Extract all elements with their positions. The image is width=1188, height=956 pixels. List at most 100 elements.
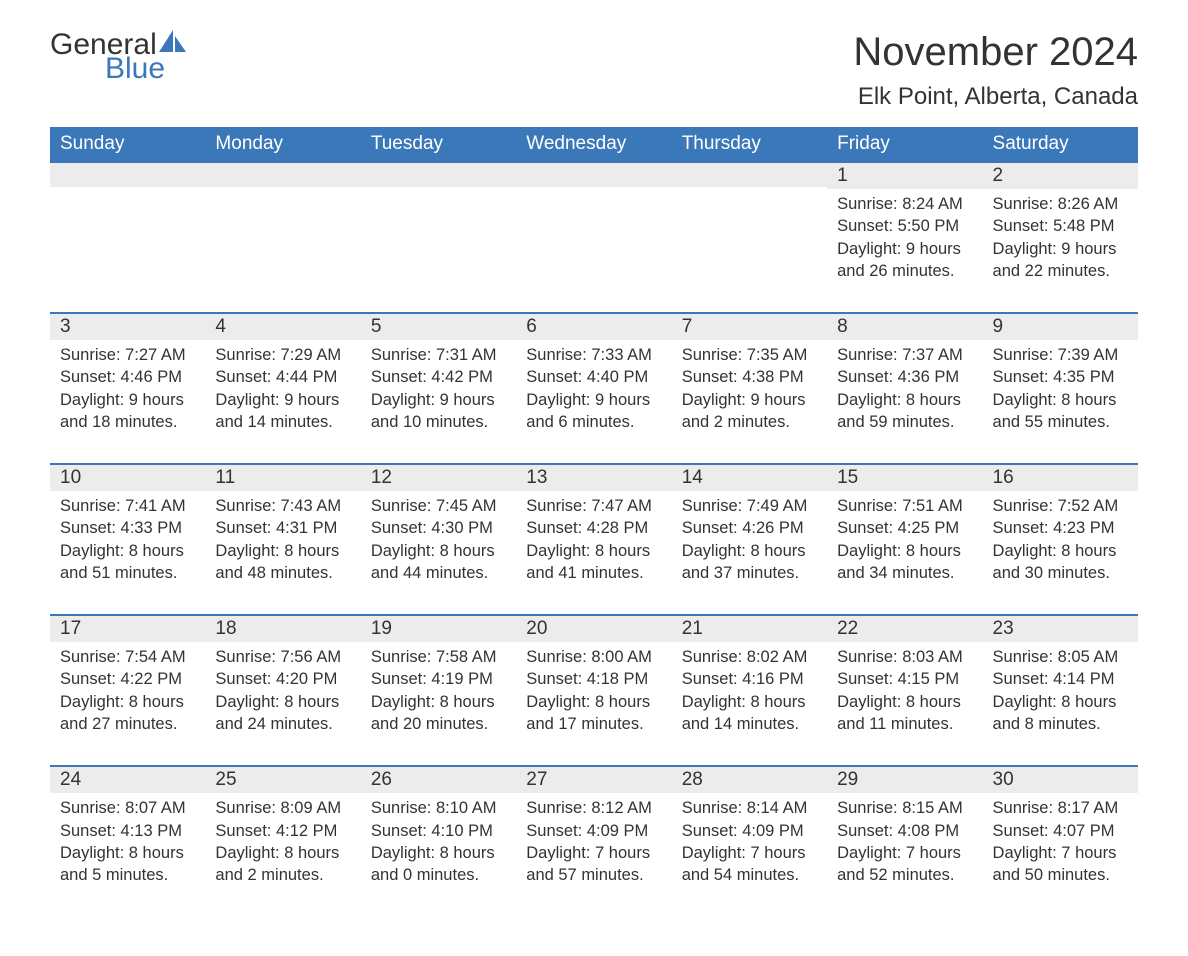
day-details: Sunrise: 7:35 AMSunset: 4:38 PMDaylight:… xyxy=(672,340,827,463)
daylight-line: Daylight: 7 hours and 50 minutes. xyxy=(993,842,1128,887)
day-details: Sunrise: 7:47 AMSunset: 4:28 PMDaylight:… xyxy=(516,491,671,614)
calendar-cell: 3Sunrise: 7:27 AMSunset: 4:46 PMDaylight… xyxy=(50,313,205,464)
sunset-line: Sunset: 4:33 PM xyxy=(60,517,195,539)
day-details: Sunrise: 8:03 AMSunset: 4:15 PMDaylight:… xyxy=(827,642,982,765)
sunset-line: Sunset: 4:08 PM xyxy=(837,820,972,842)
sunset-line: Sunset: 4:30 PM xyxy=(371,517,506,539)
day-details xyxy=(205,187,360,297)
calendar-cell: 18Sunrise: 7:56 AMSunset: 4:20 PMDayligh… xyxy=(205,615,360,766)
day-number: 13 xyxy=(516,465,671,491)
sunset-line: Sunset: 4:44 PM xyxy=(215,366,350,388)
day-details: Sunrise: 7:52 AMSunset: 4:23 PMDaylight:… xyxy=(983,491,1138,614)
day-number: 1 xyxy=(827,163,982,189)
day-details: Sunrise: 8:09 AMSunset: 4:12 PMDaylight:… xyxy=(205,793,360,916)
day-details xyxy=(672,187,827,297)
calendar-cell: 7Sunrise: 7:35 AMSunset: 4:38 PMDaylight… xyxy=(672,313,827,464)
sunset-line: Sunset: 4:12 PM xyxy=(215,820,350,842)
day-details: Sunrise: 8:15 AMSunset: 4:08 PMDaylight:… xyxy=(827,793,982,916)
day-number: 5 xyxy=(361,314,516,340)
sunset-line: Sunset: 4:46 PM xyxy=(60,366,195,388)
day-details: Sunrise: 8:26 AMSunset: 5:48 PMDaylight:… xyxy=(983,189,1138,312)
day-details: Sunrise: 7:33 AMSunset: 4:40 PMDaylight:… xyxy=(516,340,671,463)
day-details: Sunrise: 8:14 AMSunset: 4:09 PMDaylight:… xyxy=(672,793,827,916)
title-block: November 2024 Elk Point, Alberta, Canada xyxy=(853,30,1138,111)
day-number: 30 xyxy=(983,767,1138,793)
day-number xyxy=(672,163,827,187)
day-header: Friday xyxy=(827,127,982,162)
day-number: 18 xyxy=(205,616,360,642)
daylight-line: Daylight: 9 hours and 2 minutes. xyxy=(682,389,817,434)
daylight-line: Daylight: 8 hours and 44 minutes. xyxy=(371,540,506,585)
calendar-cell: 28Sunrise: 8:14 AMSunset: 4:09 PMDayligh… xyxy=(672,766,827,916)
daylight-line: Daylight: 7 hours and 52 minutes. xyxy=(837,842,972,887)
sunrise-line: Sunrise: 7:49 AM xyxy=(682,495,817,517)
day-header: Wednesday xyxy=(516,127,671,162)
calendar-cell: 27Sunrise: 8:12 AMSunset: 4:09 PMDayligh… xyxy=(516,766,671,916)
daylight-line: Daylight: 9 hours and 26 minutes. xyxy=(837,238,972,283)
day-number: 23 xyxy=(983,616,1138,642)
day-number: 19 xyxy=(361,616,516,642)
daylight-line: Daylight: 8 hours and 0 minutes. xyxy=(371,842,506,887)
day-details: Sunrise: 7:43 AMSunset: 4:31 PMDaylight:… xyxy=(205,491,360,614)
daylight-line: Daylight: 8 hours and 24 minutes. xyxy=(215,691,350,736)
day-header: Thursday xyxy=(672,127,827,162)
day-number: 25 xyxy=(205,767,360,793)
sunrise-line: Sunrise: 8:02 AM xyxy=(682,646,817,668)
calendar-cell: 22Sunrise: 8:03 AMSunset: 4:15 PMDayligh… xyxy=(827,615,982,766)
daylight-line: Daylight: 8 hours and 2 minutes. xyxy=(215,842,350,887)
day-details xyxy=(516,187,671,297)
daylight-line: Daylight: 8 hours and 48 minutes. xyxy=(215,540,350,585)
sunrise-line: Sunrise: 7:51 AM xyxy=(837,495,972,517)
sunrise-line: Sunrise: 8:26 AM xyxy=(993,193,1128,215)
calendar-week-row: 10Sunrise: 7:41 AMSunset: 4:33 PMDayligh… xyxy=(50,464,1138,615)
day-number: 28 xyxy=(672,767,827,793)
calendar-cell: 15Sunrise: 7:51 AMSunset: 4:25 PMDayligh… xyxy=(827,464,982,615)
calendar-cell: 10Sunrise: 7:41 AMSunset: 4:33 PMDayligh… xyxy=(50,464,205,615)
sunrise-line: Sunrise: 7:56 AM xyxy=(215,646,350,668)
daylight-line: Daylight: 9 hours and 6 minutes. xyxy=(526,389,661,434)
daylight-line: Daylight: 8 hours and 59 minutes. xyxy=(837,389,972,434)
daylight-line: Daylight: 8 hours and 17 minutes. xyxy=(526,691,661,736)
sunrise-line: Sunrise: 7:37 AM xyxy=(837,344,972,366)
sunset-line: Sunset: 5:48 PM xyxy=(993,215,1128,237)
sunset-line: Sunset: 4:09 PM xyxy=(682,820,817,842)
day-details: Sunrise: 7:39 AMSunset: 4:35 PMDaylight:… xyxy=(983,340,1138,463)
sunset-line: Sunset: 4:18 PM xyxy=(526,668,661,690)
calendar-cell: 14Sunrise: 7:49 AMSunset: 4:26 PMDayligh… xyxy=(672,464,827,615)
day-number: 26 xyxy=(361,767,516,793)
daylight-line: Daylight: 9 hours and 14 minutes. xyxy=(215,389,350,434)
day-details: Sunrise: 8:07 AMSunset: 4:13 PMDaylight:… xyxy=(50,793,205,916)
daylight-line: Daylight: 8 hours and 30 minutes. xyxy=(993,540,1128,585)
sail-icon xyxy=(159,30,187,56)
calendar-cell: 8Sunrise: 7:37 AMSunset: 4:36 PMDaylight… xyxy=(827,313,982,464)
calendar-cell: 13Sunrise: 7:47 AMSunset: 4:28 PMDayligh… xyxy=(516,464,671,615)
sunrise-line: Sunrise: 8:14 AM xyxy=(682,797,817,819)
day-details: Sunrise: 7:54 AMSunset: 4:22 PMDaylight:… xyxy=(50,642,205,765)
day-number: 20 xyxy=(516,616,671,642)
daylight-line: Daylight: 8 hours and 8 minutes. xyxy=(993,691,1128,736)
brand-logo: General Blue xyxy=(50,30,187,84)
sunrise-line: Sunrise: 7:52 AM xyxy=(993,495,1128,517)
day-details: Sunrise: 7:29 AMSunset: 4:44 PMDaylight:… xyxy=(205,340,360,463)
day-number: 10 xyxy=(50,465,205,491)
day-number: 7 xyxy=(672,314,827,340)
sunset-line: Sunset: 4:07 PM xyxy=(993,820,1128,842)
day-number: 4 xyxy=(205,314,360,340)
sunrise-line: Sunrise: 7:45 AM xyxy=(371,495,506,517)
day-details: Sunrise: 7:45 AMSunset: 4:30 PMDaylight:… xyxy=(361,491,516,614)
daylight-line: Daylight: 8 hours and 14 minutes. xyxy=(682,691,817,736)
sunset-line: Sunset: 4:38 PM xyxy=(682,366,817,388)
sunrise-line: Sunrise: 8:03 AM xyxy=(837,646,972,668)
calendar-cell: 23Sunrise: 8:05 AMSunset: 4:14 PMDayligh… xyxy=(983,615,1138,766)
calendar-cell: 2Sunrise: 8:26 AMSunset: 5:48 PMDaylight… xyxy=(983,162,1138,313)
daylight-line: Daylight: 8 hours and 37 minutes. xyxy=(682,540,817,585)
sunset-line: Sunset: 4:40 PM xyxy=(526,366,661,388)
daylight-line: Daylight: 9 hours and 10 minutes. xyxy=(371,389,506,434)
sunrise-line: Sunrise: 8:07 AM xyxy=(60,797,195,819)
sunset-line: Sunset: 4:14 PM xyxy=(993,668,1128,690)
daylight-line: Daylight: 8 hours and 27 minutes. xyxy=(60,691,195,736)
day-number: 27 xyxy=(516,767,671,793)
daylight-line: Daylight: 8 hours and 34 minutes. xyxy=(837,540,972,585)
day-number: 16 xyxy=(983,465,1138,491)
day-number: 17 xyxy=(50,616,205,642)
